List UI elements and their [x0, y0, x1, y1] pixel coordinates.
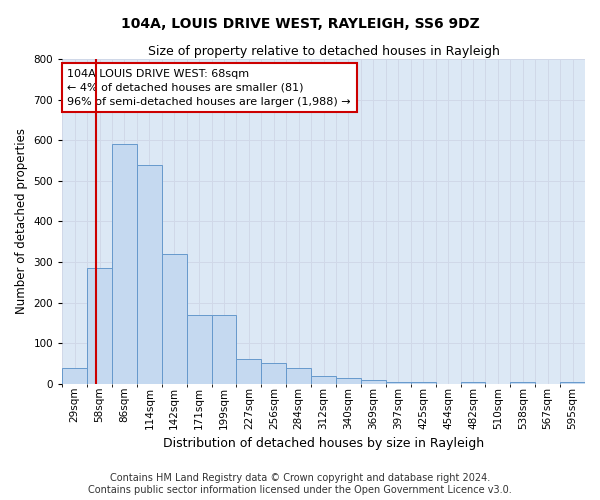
Bar [361, 380, 386, 384]
Bar [336, 378, 361, 384]
Bar [560, 382, 585, 384]
Bar [137, 164, 162, 384]
Bar [311, 376, 336, 384]
Text: 104A LOUIS DRIVE WEST: 68sqm
← 4% of detached houses are smaller (81)
96% of sem: 104A LOUIS DRIVE WEST: 68sqm ← 4% of det… [67, 69, 351, 107]
Title: Size of property relative to detached houses in Rayleigh: Size of property relative to detached ho… [148, 45, 500, 58]
Bar [62, 368, 87, 384]
Bar [112, 144, 137, 384]
Bar [212, 315, 236, 384]
Bar [461, 382, 485, 384]
Bar [236, 360, 262, 384]
Bar [386, 382, 411, 384]
X-axis label: Distribution of detached houses by size in Rayleigh: Distribution of detached houses by size … [163, 437, 484, 450]
Bar [286, 368, 311, 384]
Bar [162, 254, 187, 384]
Bar [411, 382, 436, 384]
Bar [262, 364, 286, 384]
Bar [187, 315, 212, 384]
Bar [511, 382, 535, 384]
Text: Contains HM Land Registry data © Crown copyright and database right 2024.
Contai: Contains HM Land Registry data © Crown c… [88, 474, 512, 495]
Bar [87, 268, 112, 384]
Y-axis label: Number of detached properties: Number of detached properties [15, 128, 28, 314]
Text: 104A, LOUIS DRIVE WEST, RAYLEIGH, SS6 9DZ: 104A, LOUIS DRIVE WEST, RAYLEIGH, SS6 9D… [121, 18, 479, 32]
